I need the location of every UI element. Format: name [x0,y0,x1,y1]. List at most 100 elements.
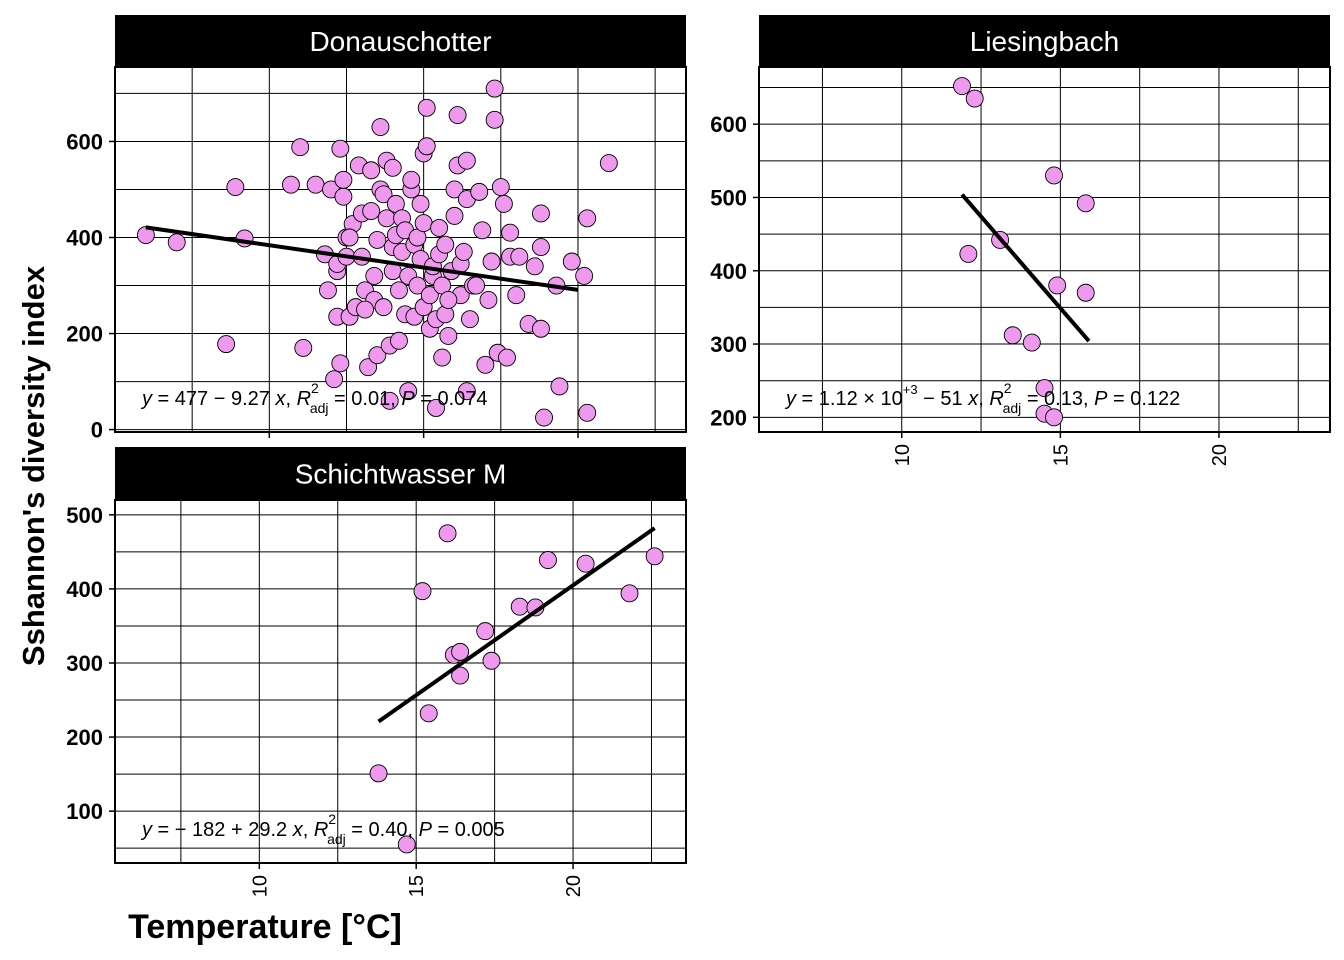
data-point [439,326,458,345]
data-point [498,348,516,367]
data-point [217,335,236,354]
regression-line [145,225,579,292]
data-point [476,355,495,374]
data-point [408,276,427,295]
data-point [531,204,550,223]
data-point [1035,379,1054,397]
data-point [368,346,387,365]
x-tick-label: 15 [406,875,428,897]
x-tick-label: 20 [1209,444,1231,466]
panel-frame [114,499,687,864]
data-point [420,286,439,305]
data-point [457,382,476,401]
panels-layer: Donauschotter 0 200 400 600 y = 477 − 9.27 x,… [66,15,1331,897]
data-point [599,154,618,173]
regression-equation: y = 1.12 × 10+3 − 51 x, R2 adj = 0.13, P … [784,380,1180,416]
data-point [390,331,408,350]
points-group [953,77,1095,427]
points-group [369,524,664,854]
data-point [482,651,501,670]
y-tick-label: 400 [66,225,103,250]
data-point [576,554,595,573]
panel-frame [758,66,1331,433]
data-point [340,228,359,247]
data-point [451,642,470,661]
data-point [620,584,639,603]
data-point [427,399,445,417]
data-point [1048,276,1067,295]
data-point [575,266,594,285]
panel-strip [115,447,686,500]
panel-grid [115,500,686,863]
data-point [485,110,504,129]
data-point [476,622,495,641]
data-point [433,348,452,367]
data-point [539,551,557,569]
data-point [365,266,384,285]
data-point [959,244,978,263]
regression-equation: y = 477 − 9.27 x, R2 adj = 0.01, P = 0.07… [140,380,488,416]
panel-2: Schichtwasser M 100 200 300 400 500 10 15 20 y = … [66,447,687,897]
data-point [482,252,501,271]
data-point [491,178,510,197]
data-point [374,185,393,204]
data-point [380,391,399,410]
y-tick-label: 300 [66,651,103,676]
data-point [436,235,455,254]
data-point [439,290,458,309]
x-tick-label: 10 [892,444,914,466]
y-tick-label: 300 [710,332,747,357]
x-tick-label: 20 [563,875,585,897]
data-point [368,230,387,249]
y-axis-title: Sshannon's diversity index [16,265,51,666]
data-point [377,209,396,228]
data-point [445,180,464,199]
y-tick-label: 200 [66,725,103,750]
data-point [510,597,529,616]
panel-1: Liesingbach 200 300 400 500 600 10 15 20 y = 1.12… [710,15,1331,466]
data-point [167,233,186,252]
data-point [535,408,553,427]
data-point [356,300,374,319]
data-point [369,764,388,783]
panel-title: Donauschotter [309,26,491,57]
data-point [136,226,155,245]
data-point [485,79,504,98]
data-point [226,178,245,197]
data-point [414,214,433,233]
data-point [319,281,337,300]
data-point [413,582,432,601]
data-point [1022,333,1041,352]
data-point [507,286,526,305]
data-point [525,257,544,276]
panel-strip [759,15,1330,67]
data-point [438,524,457,543]
data-point [1076,194,1095,213]
data-point [371,118,390,136]
data-point [294,339,313,357]
y-tick-label: 600 [66,129,103,154]
y-tick-label: 200 [710,405,747,430]
data-point [402,170,421,189]
data-point [383,158,402,177]
x-axis-title: Temperature [°C] [128,908,402,946]
y-tick-label: 400 [66,577,103,602]
y-tick-label: 100 [66,799,103,824]
data-point [362,161,381,180]
data-point [460,310,479,329]
panel-title: Schichtwasser M [295,459,507,490]
data-point [362,202,381,221]
panel-0: Donauschotter 0 200 400 600 y = 477 − 9.27 x,… [66,15,687,443]
data-point [470,182,489,201]
data-point [306,175,325,194]
panel-frame [114,66,687,433]
data-point [334,170,353,189]
data-point [417,98,436,117]
data-point [1045,166,1063,185]
data-point [374,298,393,317]
data-point [291,138,310,157]
data-point [331,139,350,158]
regression-line [960,193,1091,343]
points-group [136,79,618,427]
